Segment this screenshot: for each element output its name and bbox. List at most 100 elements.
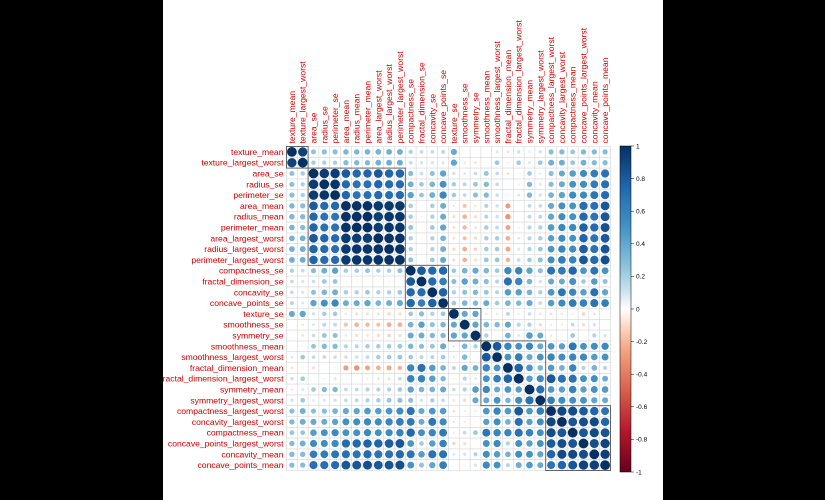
corr-cell-2-1	[300, 171, 305, 176]
corr-cell-21-27	[580, 375, 587, 383]
corr-cell-7-10	[395, 222, 405, 233]
corr-cell-5-5	[341, 201, 351, 211]
corr-cell-29-19	[493, 461, 501, 469]
corr-cell-6-24	[547, 213, 555, 220]
corr-cell-16-24	[549, 323, 553, 326]
corr-cell-27-26	[568, 439, 578, 448]
corr-cell-3-1	[300, 182, 305, 187]
corr-cell-24-16	[463, 409, 466, 413]
corr-cell-10-13	[429, 257, 435, 263]
corr-cell-17-11	[407, 332, 414, 339]
corr-cell-29-10	[395, 460, 405, 470]
corr-cell-14-7	[364, 299, 371, 307]
corr-cell-2-28	[590, 169, 599, 178]
corr-cell-3-29	[601, 180, 610, 189]
corr-cell-0-8	[375, 149, 382, 155]
corr-cell-22-5	[344, 387, 348, 392]
corr-cell-9-2	[309, 244, 318, 254]
corr-cell-17-27	[582, 334, 585, 337]
corr-cell-13-8	[376, 290, 381, 295]
corr-cell-14-14	[438, 298, 448, 308]
corr-cell-27-13	[429, 440, 436, 447]
corr-cell-8-0	[289, 235, 295, 242]
corr-cell-18-22	[525, 342, 534, 350]
corr-cell-3-17	[473, 181, 478, 187]
corr-cell-29-12	[419, 462, 424, 468]
corr-cell-25-23	[536, 418, 544, 426]
corr-cell-5-18	[484, 203, 489, 208]
corr-cell-11-18	[483, 267, 490, 274]
corr-cell-7-9	[384, 222, 394, 233]
corr-cell-19-16	[461, 354, 468, 360]
corr-cell-28-2	[309, 450, 318, 459]
corr-cell-0-3	[321, 149, 327, 155]
corr-cell-15-19	[495, 312, 499, 316]
row-label-perimeter_mean: perimeter_mean	[221, 223, 284, 233]
corr-cell-5-27	[579, 201, 588, 211]
corr-cell-12-21	[514, 277, 523, 286]
corr-cell-2-18	[483, 171, 489, 176]
corr-cell-5-11	[408, 203, 413, 209]
corr-cell-15-18	[485, 312, 488, 316]
corr-cell-16-10	[397, 322, 403, 328]
corr-cell-16-22	[527, 322, 532, 327]
corr-cell-1-10	[396, 159, 403, 166]
corr-cell-25-25	[557, 417, 567, 427]
corr-cell-3-8	[374, 180, 383, 189]
corr-cell-10-11	[408, 257, 414, 263]
corr-cell-28-1	[300, 451, 306, 457]
row-label-fractal_dimension_se: fractal_dimension_se	[202, 277, 283, 287]
corr-cell-8-16	[462, 236, 467, 241]
corr-cell-14-12	[417, 299, 426, 307]
corr-cell-26-29	[600, 428, 610, 438]
corr-cell-26-12	[418, 429, 425, 437]
corr-cell-2-8	[373, 169, 383, 178]
corr-cell-26-20	[504, 429, 512, 437]
corr-cell-26-24	[546, 428, 556, 438]
corr-cell-18-23	[537, 343, 544, 350]
corr-cell-13-11	[406, 288, 415, 297]
corr-cell-4-3	[319, 190, 330, 200]
corr-cell-16-2	[312, 323, 315, 327]
corr-cell-20-25	[559, 365, 565, 371]
corr-cell-19-7	[365, 355, 370, 359]
corr-cell-9-7	[362, 244, 373, 254]
corr-cell-23-26	[569, 396, 577, 404]
row-label-area_se: area_se	[252, 169, 283, 179]
col-label-texture_largest_worst: texture_largest_worst	[298, 61, 308, 144]
corr-cell-24-29	[601, 407, 610, 416]
corr-cell-6-6	[351, 211, 362, 222]
corr-cell-8-19	[494, 236, 500, 241]
corr-cell-26-15	[452, 431, 455, 434]
corr-cell-8-22	[527, 236, 532, 241]
corr-cell-25-16	[463, 420, 466, 424]
corr-cell-11-4	[331, 267, 339, 274]
corr-cell-18-14	[440, 343, 447, 350]
cluster-box	[480, 340, 547, 407]
corr-cell-22-10	[397, 387, 403, 392]
col-label-smoothness_mean: smoothness_mean	[481, 71, 491, 144]
corr-cell-28-14	[439, 450, 448, 459]
corr-cell-16-18	[483, 321, 490, 328]
corr-cell-7-15	[452, 226, 456, 229]
corr-cell-0-5	[343, 149, 349, 155]
corr-cell-11-19	[494, 268, 500, 274]
corr-cell-8-18	[484, 236, 489, 241]
corr-cell-22-19	[494, 386, 501, 393]
corr-cell-6-15	[452, 215, 456, 219]
corr-cell-16-19	[494, 321, 500, 328]
col-label-concave_points_mean: concave_points_mean	[600, 57, 610, 143]
corr-cell-27-27	[578, 438, 589, 449]
corr-cell-18-11	[407, 343, 414, 350]
corr-cell-5-24	[548, 202, 555, 209]
corr-cell-1-6	[354, 160, 360, 166]
corr-cell-1-15	[450, 159, 458, 166]
corr-cell-7-29	[600, 222, 610, 233]
corr-cell-29-4	[330, 460, 340, 470]
corr-cell-24-19	[493, 407, 501, 415]
corr-cell-24-28	[590, 406, 599, 416]
corr-cell-1-13	[430, 161, 434, 165]
corr-cell-18-21	[515, 342, 523, 350]
corr-cell-6-27	[579, 212, 588, 221]
corr-cell-23-23	[535, 395, 546, 406]
